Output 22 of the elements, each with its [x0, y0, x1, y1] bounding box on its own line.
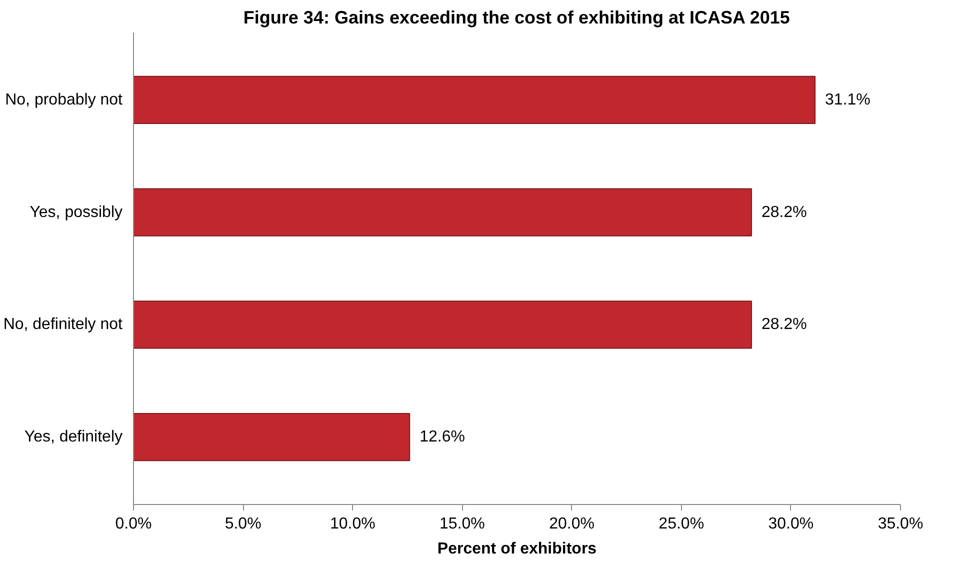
x-tick-label: 20.0% [549, 516, 594, 532]
bar [134, 300, 752, 349]
y-tick-label: No, probably not [5, 91, 124, 108]
data-label: 28.2% [761, 204, 807, 221]
data-label: 28.2% [761, 316, 807, 334]
y-tick-label: Yes, possibly [30, 204, 122, 221]
x-tick-label: 35.0% [878, 516, 924, 532]
bar [134, 188, 752, 236]
data-label: 31.1% [825, 91, 870, 108]
x-tick-label: 10.0% [330, 516, 376, 532]
bar [134, 76, 816, 124]
data-label: 12.6% [420, 428, 465, 446]
x-tick-label: 15.0% [440, 516, 485, 532]
x-tick-label: 0.0% [115, 516, 152, 532]
y-tick-label: Yes, definitely [24, 428, 122, 446]
x-tick-label: 5.0% [224, 516, 262, 532]
x-tick-label: 30.0% [768, 516, 814, 532]
y-tick-label: No, definitely not [3, 316, 124, 334]
x-tick-label: 25.0% [658, 516, 704, 532]
x-axis-title: Percent of exhibitors [437, 540, 597, 558]
chart-title: Figure 34: Gains exceeding the cost of exhibiting at ICASA 2015 [243, 8, 790, 28]
bar [134, 412, 410, 462]
